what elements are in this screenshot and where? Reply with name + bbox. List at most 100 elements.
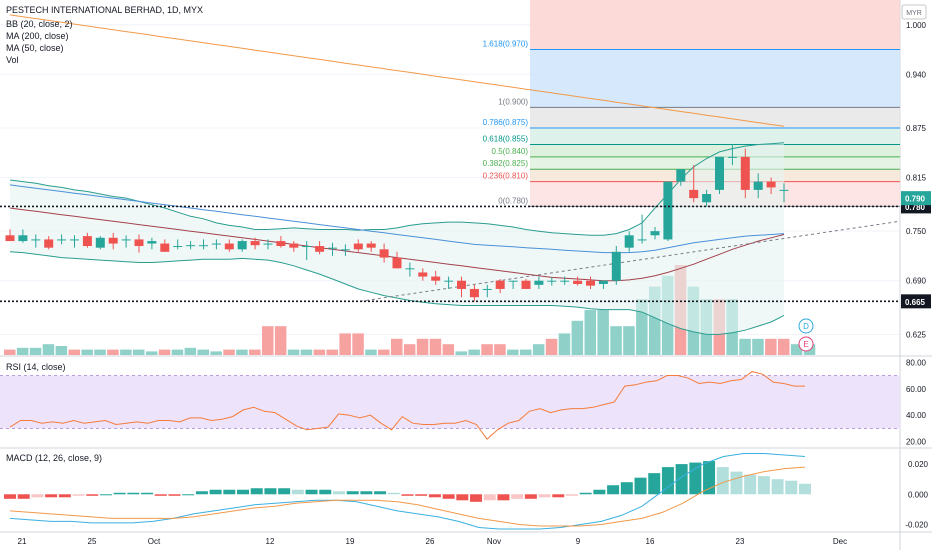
- level-label: 0.665: [905, 298, 926, 307]
- volume-bar: [352, 333, 364, 355]
- macd-histogram-bar: [785, 480, 798, 495]
- volume-bar: [274, 326, 287, 355]
- candle-body: [276, 241, 286, 247]
- volume-bar: [778, 338, 790, 355]
- candle-body: [57, 239, 67, 241]
- macd-histogram-bar: [127, 492, 140, 495]
- currency-badge[interactable]: [901, 4, 927, 20]
- time-tick: 9: [576, 537, 581, 546]
- macd-histogram-bar: [182, 494, 195, 496]
- macd-histogram-bar: [538, 494, 551, 498]
- rsi-tick: 20.00: [906, 438, 927, 447]
- candle-body: [727, 156, 737, 158]
- rsi-tick: 80.00: [906, 358, 927, 367]
- candle-body: [431, 276, 441, 281]
- candle-body: [173, 246, 183, 248]
- candle-body: [315, 246, 325, 252]
- time-tick: 25: [88, 537, 97, 546]
- symbol-title: PESTECH INTERNATIONAL BERHAD, 1D, MYX: [6, 5, 203, 15]
- macd-histogram-bar: [346, 491, 359, 495]
- time-axis[interactable]: 21 25 Oct 12 19 26 Nov 9 16 23 Dec: [18, 537, 848, 546]
- event-marker-label: D: [803, 322, 809, 331]
- price-axis[interactable]: 1.000 0.940 0.875 0.815 0.750 0.690 0.625: [906, 21, 927, 340]
- candle-body: [715, 156, 724, 190]
- macd-histogram-bar: [250, 488, 263, 495]
- fib-zone: [530, 127, 900, 145]
- candle-body: [457, 280, 466, 289]
- rsi-pane: 80.00 60.00 40.00 20.00: [0, 358, 927, 447]
- volume-bar: [16, 347, 29, 355]
- candle-body: [689, 189, 699, 199]
- event-marker: [798, 318, 814, 334]
- candle-body: [779, 189, 789, 191]
- price-tick: 0.625: [906, 330, 927, 339]
- candle-body: [663, 181, 673, 240]
- volume-bar: [365, 349, 377, 355]
- candle-body: [237, 241, 247, 250]
- fib-level-label: 1(0.900): [498, 97, 528, 106]
- fib-level-label: 0(0.780): [498, 196, 528, 205]
- macd-histogram-bar: [4, 494, 16, 499]
- macd-histogram-bar: [730, 471, 743, 495]
- candle-body: [740, 156, 750, 190]
- legend-ma50[interactable]: MA (50, close): [6, 43, 64, 53]
- fib-level-label: 0.236(0.810): [483, 172, 529, 181]
- macd-histogram-bar: [17, 494, 30, 499]
- candle-body: [521, 280, 531, 289]
- macd-histogram-bar: [799, 483, 811, 495]
- candle-body: [405, 268, 415, 270]
- volume-bar: [236, 349, 248, 355]
- candle-body: [82, 236, 92, 247]
- candle-body: [211, 243, 221, 245]
- fib-zone: [530, 144, 900, 157]
- volume-bar: [610, 326, 622, 355]
- level-label: 0.780: [905, 203, 926, 212]
- volume-bar: [739, 338, 751, 355]
- macd-histogram-bar: [648, 473, 661, 495]
- macd-histogram-bar: [744, 474, 757, 495]
- legend-vol[interactable]: Vol: [6, 55, 19, 65]
- macd-histogram-bar: [72, 494, 85, 496]
- time-tick: 23: [736, 537, 745, 546]
- candle-body: [302, 246, 312, 248]
- macd-histogram-bar: [456, 494, 469, 501]
- candle-body: [573, 280, 583, 284]
- candle-body: [676, 169, 686, 182]
- fib-level-label: 0.618(0.855): [483, 134, 529, 143]
- macd-histogram-bar: [511, 494, 524, 499]
- legend-bb[interactable]: BB (20, close, 2): [6, 19, 73, 29]
- fib-level-label: 0.5(0.840): [492, 147, 529, 156]
- candle-body: [147, 241, 157, 244]
- candle-body: [753, 181, 763, 190]
- volume-bar: [68, 349, 80, 355]
- price-tick: 0.690: [906, 277, 927, 286]
- rsi-title[interactable]: RSI (14, close): [6, 362, 66, 372]
- candle-body: [482, 288, 492, 290]
- volume-bar: [545, 338, 558, 355]
- fibonacci-retracement[interactable]: 0(0.780) 0.236(0.810) 0.382(0.825) 0.5(0.84…: [483, 0, 900, 207]
- macd-histogram-bar: [593, 489, 606, 495]
- candle-body: [224, 243, 234, 250]
- rsi-tick: 60.00: [906, 385, 927, 394]
- rsi-tick: 40.00: [906, 411, 927, 420]
- macd-histogram-bar: [168, 494, 181, 496]
- macd-histogram-bar: [209, 489, 222, 495]
- macd-histogram-bar: [401, 494, 414, 496]
- legend-ma200[interactable]: MA (200, close): [6, 31, 69, 41]
- macd-histogram-bar: [483, 494, 496, 501]
- volume-bar: [29, 347, 42, 355]
- macd-histogram-bar: [661, 467, 674, 495]
- horizontal-levels[interactable]: 0.780 0.665 0.790 DE: [0, 191, 931, 352]
- volume-bar: [223, 349, 235, 355]
- volume-bar: [210, 351, 222, 355]
- macd-title[interactable]: MACD (12, 26, close, 9): [6, 453, 102, 463]
- volume-bar: [442, 344, 455, 355]
- macd-histogram-bar: [305, 489, 318, 495]
- volume-bar: [520, 349, 532, 355]
- price-tick: 1.000: [906, 21, 927, 30]
- macd-tick: 0.000: [908, 490, 929, 499]
- volume-bar: [636, 299, 648, 355]
- macd-histogram-bar: [237, 489, 250, 495]
- time-tick: Oct: [148, 537, 161, 546]
